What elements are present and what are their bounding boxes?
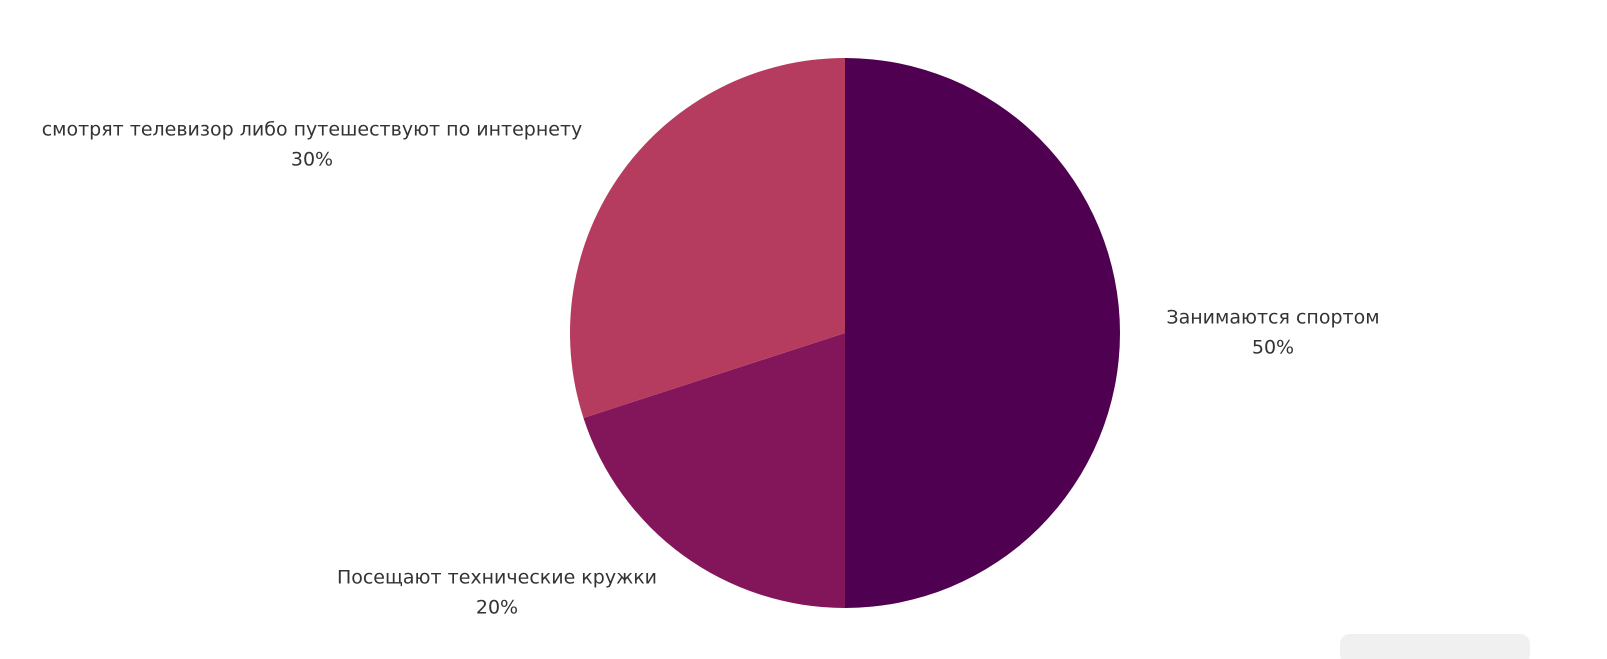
slice-label: Занимаются спортом <box>1166 307 1379 329</box>
slice-label: Посещают технические кружки <box>337 567 657 589</box>
pie-slice <box>570 58 845 418</box>
slice-value: 20% <box>476 597 518 619</box>
slice-value: 30% <box>291 149 333 171</box>
slice-value: 50% <box>1252 337 1294 359</box>
slice-label: смотрят телевизор либо путешествуют по и… <box>42 119 583 141</box>
pie-slice <box>845 58 1120 608</box>
pie-slice <box>583 333 845 608</box>
corner-widget <box>1340 634 1530 659</box>
